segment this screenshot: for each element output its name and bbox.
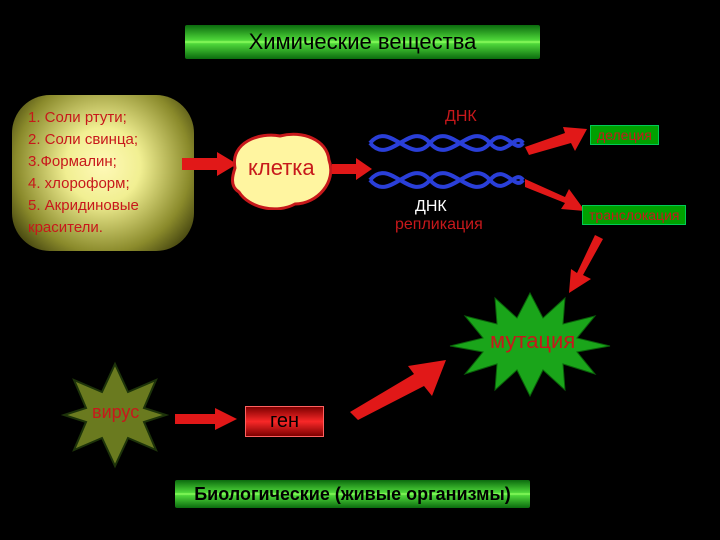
arrow-dna-to-deletion bbox=[525, 125, 587, 160]
arrow-gene-to-mutation bbox=[350, 360, 450, 425]
title-banner: Химические вещества bbox=[185, 25, 540, 59]
arrow-dna-to-translocation bbox=[525, 175, 587, 218]
dna-top-label: ДНК bbox=[445, 108, 477, 126]
cell-label: клетка bbox=[248, 155, 315, 181]
dna-bottom-label-2: репликация bbox=[395, 216, 483, 234]
substances-list: 1. Соли ртути; 2. Соли свинца; 3.Формали… bbox=[12, 95, 194, 251]
mutation-label: мутация bbox=[490, 328, 575, 354]
gene-box: ген bbox=[245, 406, 324, 437]
translocation-box: транслокация bbox=[582, 205, 686, 225]
dna-bottom-label-1: ДНК bbox=[415, 198, 447, 216]
footer-banner: Биологические (живые организмы) bbox=[175, 480, 530, 508]
arrow-virus-to-gene bbox=[175, 408, 237, 435]
virus-label: вирус bbox=[92, 402, 139, 423]
deletion-box: делеция bbox=[590, 125, 659, 145]
